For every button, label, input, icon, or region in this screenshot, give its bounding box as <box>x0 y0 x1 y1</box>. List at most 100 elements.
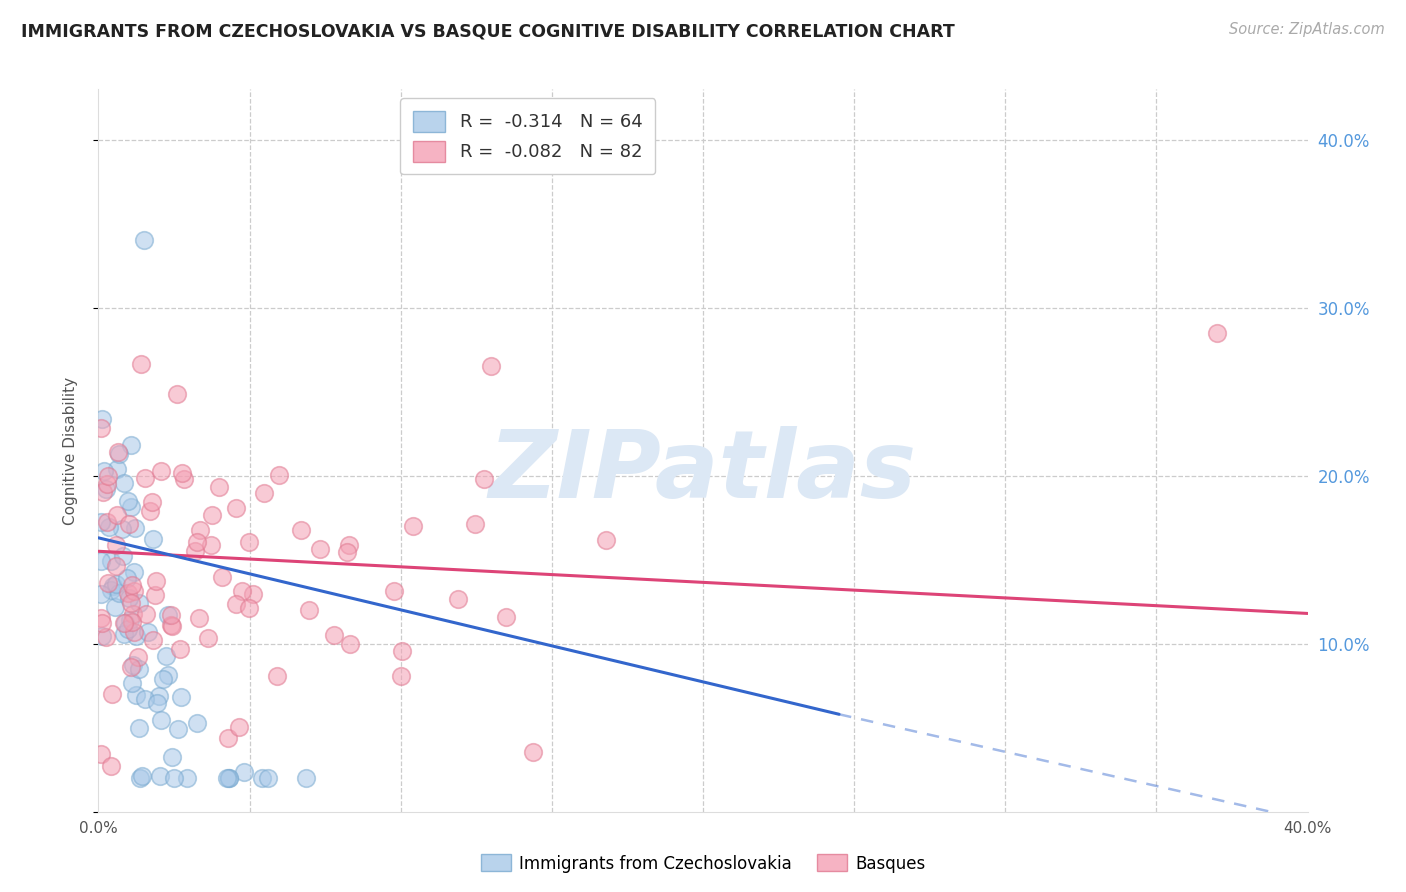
Point <box>117 585 139 599</box>
Point <box>152 672 174 686</box>
Point <box>266 669 288 683</box>
Point <box>1206 326 1229 340</box>
Point <box>256 771 278 785</box>
Point <box>170 466 193 480</box>
Point <box>96 477 118 491</box>
Point <box>218 771 240 785</box>
Point <box>105 508 128 523</box>
Point <box>131 769 153 783</box>
Point <box>173 472 195 486</box>
Point <box>228 720 250 734</box>
Point <box>111 522 134 536</box>
Point <box>135 607 157 621</box>
Point <box>295 771 318 785</box>
Point <box>200 538 222 552</box>
Point <box>128 596 150 610</box>
Point <box>121 577 143 591</box>
Point <box>382 584 405 599</box>
Point <box>134 692 156 706</box>
Point <box>298 603 321 617</box>
Text: ZIPatlas: ZIPatlas <box>489 426 917 518</box>
Point <box>94 631 117 645</box>
Point <box>97 576 120 591</box>
Point <box>160 618 183 632</box>
Point <box>117 570 139 584</box>
Point <box>207 480 229 494</box>
Point <box>91 615 114 630</box>
Point <box>186 535 208 549</box>
Point <box>464 517 486 532</box>
Point <box>143 588 166 602</box>
Point <box>100 759 122 773</box>
Point <box>117 623 139 637</box>
Point <box>339 637 361 651</box>
Legend: Immigrants from Czechoslovakia, Basques: Immigrants from Czechoslovakia, Basques <box>474 847 932 880</box>
Point <box>336 544 359 558</box>
Point <box>105 538 128 552</box>
Point <box>145 696 167 710</box>
Point <box>98 520 121 534</box>
Point <box>134 471 156 485</box>
Point <box>120 500 142 515</box>
Point <box>474 473 496 487</box>
Point <box>166 386 188 401</box>
Point <box>121 676 143 690</box>
Point <box>100 554 122 568</box>
Point <box>112 616 135 631</box>
Point <box>142 633 165 648</box>
Point <box>108 585 131 599</box>
Point <box>138 625 160 640</box>
Point <box>238 600 260 615</box>
Point <box>122 565 145 579</box>
Point <box>267 468 290 483</box>
Point <box>96 482 118 496</box>
Point <box>176 771 198 785</box>
Point <box>125 629 148 643</box>
Point <box>337 538 360 552</box>
Point <box>163 771 186 785</box>
Point <box>112 475 135 490</box>
Legend: R =  -0.314   N = 64, R =  -0.082   N = 82: R = -0.314 N = 64, R = -0.082 N = 82 <box>401 98 655 174</box>
Point <box>169 642 191 657</box>
Point <box>90 747 112 761</box>
Point <box>96 469 118 483</box>
Point <box>225 597 247 611</box>
Point <box>142 532 165 546</box>
Point <box>157 607 180 622</box>
Point <box>389 669 412 683</box>
Point <box>308 542 330 557</box>
Point <box>595 533 617 547</box>
Point <box>218 771 240 785</box>
Point <box>160 607 183 622</box>
Y-axis label: Cognitive Disability: Cognitive Disability <box>63 376 77 524</box>
Point <box>217 731 239 745</box>
Point <box>402 519 425 533</box>
Point <box>186 716 208 731</box>
Point <box>90 516 112 530</box>
Point <box>90 554 112 568</box>
Point <box>238 535 260 549</box>
Point <box>114 615 136 630</box>
Point <box>217 771 239 785</box>
Point <box>150 464 173 478</box>
Point <box>121 607 143 621</box>
Point <box>120 597 142 611</box>
Point <box>127 649 149 664</box>
Point <box>105 577 128 591</box>
Point <box>112 549 135 563</box>
Point <box>128 662 150 676</box>
Point <box>107 444 129 458</box>
Point <box>125 688 148 702</box>
Point <box>211 570 233 584</box>
Point <box>104 600 127 615</box>
Point <box>100 583 122 598</box>
Point <box>183 544 205 558</box>
Point <box>149 769 172 783</box>
Point <box>90 611 112 625</box>
Point <box>481 359 503 374</box>
Point <box>522 745 544 759</box>
Point <box>128 721 150 735</box>
Point <box>105 559 128 574</box>
Point <box>495 610 517 624</box>
Point <box>122 625 145 640</box>
